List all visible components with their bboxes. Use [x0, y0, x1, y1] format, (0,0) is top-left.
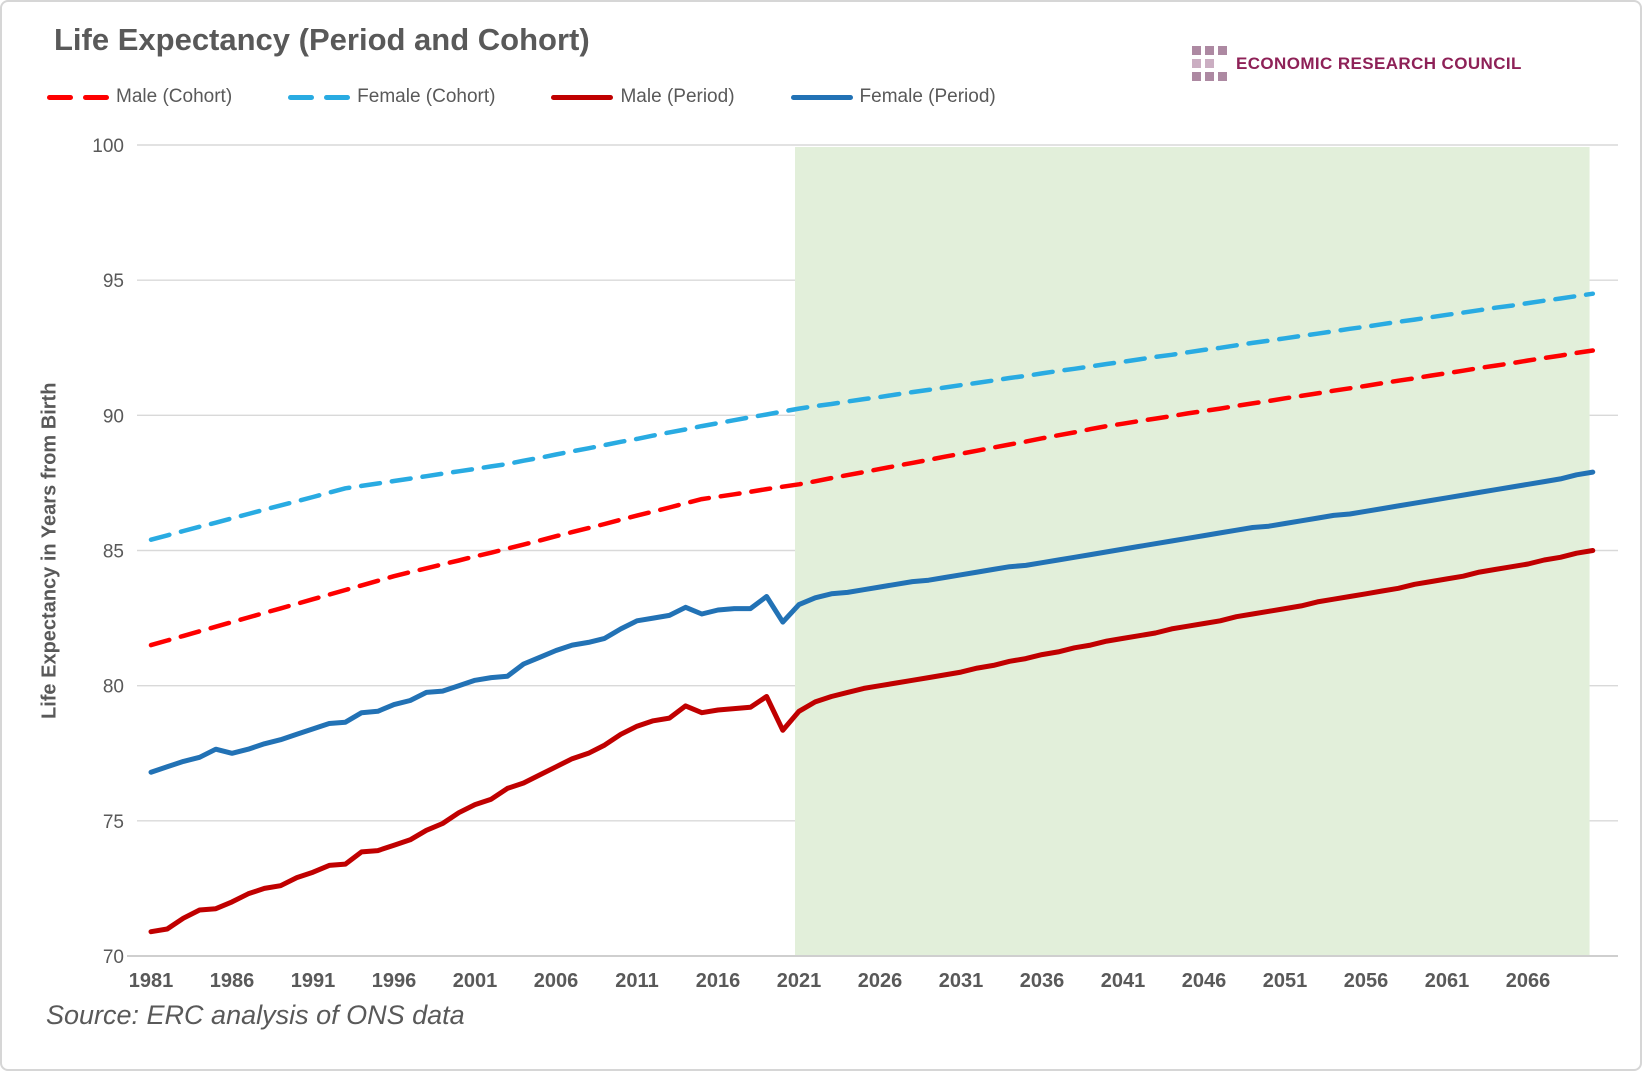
x-tick-label: 2051 [1263, 970, 1308, 992]
legend-label: Female (Cohort) [357, 86, 496, 107]
x-tick-label: 2026 [858, 970, 903, 992]
x-tick-label: 2061 [1425, 970, 1470, 992]
y-tick-label: 90 [103, 406, 124, 427]
legend-swatch-icon [47, 94, 109, 100]
legend-label: Female (Period) [859, 86, 996, 107]
x-tick-label: 1996 [372, 970, 417, 992]
x-tick-label: 1991 [291, 970, 336, 992]
x-tick-label: 1986 [210, 970, 255, 992]
y-tick-label: 70 [103, 947, 124, 968]
series-line-male-cohort [148, 348, 1596, 648]
x-tick-label: 2031 [939, 970, 984, 992]
x-tick-label: 2036 [1020, 970, 1065, 992]
y-tick-label: 95 [103, 271, 124, 292]
logo-squares-icon [1192, 46, 1227, 81]
legend-label: Male (Cohort) [116, 86, 233, 107]
source-note: Source: ERC analysis of ONS data [46, 1000, 465, 1030]
legend-item-male-period: Male (Period) [551, 86, 735, 108]
legend-item-female-cohort: Female (Cohort) [288, 86, 495, 108]
x-tick-label: 2021 [777, 970, 822, 992]
legend-item-male-cohort: Male (Cohort) [47, 86, 232, 108]
series-line-male-period [148, 548, 1596, 935]
chart-title: Life Expectancy (Period and Cohort) [54, 22, 590, 57]
logo-square [1192, 72, 1201, 81]
series-line-female-cohort [148, 291, 1596, 542]
y-tick-label: 85 [103, 542, 124, 563]
logo-square [1218, 72, 1227, 81]
x-tick-label: 1981 [129, 970, 174, 992]
y-tick-label: 100 [92, 136, 124, 157]
logo-square [1205, 59, 1214, 68]
legend-swatch-icon [288, 94, 351, 100]
logo-square [1218, 46, 1227, 55]
y-tick-label: 80 [103, 677, 124, 698]
x-tick-label: 2016 [696, 970, 741, 992]
legend-label: Male (Period) [620, 86, 735, 107]
x-tick-label: 2006 [534, 970, 579, 992]
x-tick-label: 2066 [1506, 970, 1551, 992]
legend-item-female-period: Female (Period) [790, 86, 996, 108]
x-tick-label: 2056 [1344, 970, 1389, 992]
logo-square [1205, 72, 1214, 81]
logo-square [1192, 59, 1201, 68]
erc-logo: ECONOMIC RESEARCH COUNCIL [1192, 46, 1522, 81]
legend: Male (Cohort) Female (Cohort) Male (Period… [47, 86, 996, 108]
legend-swatch-icon [551, 94, 614, 100]
x-tick-label: 2001 [453, 970, 498, 992]
y-tick-label: 75 [103, 812, 124, 833]
projection-region [795, 147, 1590, 955]
legend-swatch-icon [790, 94, 853, 100]
x-tick-label: 2041 [1101, 970, 1146, 992]
x-tick-label: 2011 [615, 970, 658, 992]
x-tick-label: 2046 [1182, 970, 1227, 992]
logo-square [1192, 46, 1201, 55]
series-line-female-period [148, 469, 1596, 775]
logo-text: ECONOMIC RESEARCH COUNCIL [1236, 53, 1522, 73]
logo-square [1205, 46, 1214, 55]
